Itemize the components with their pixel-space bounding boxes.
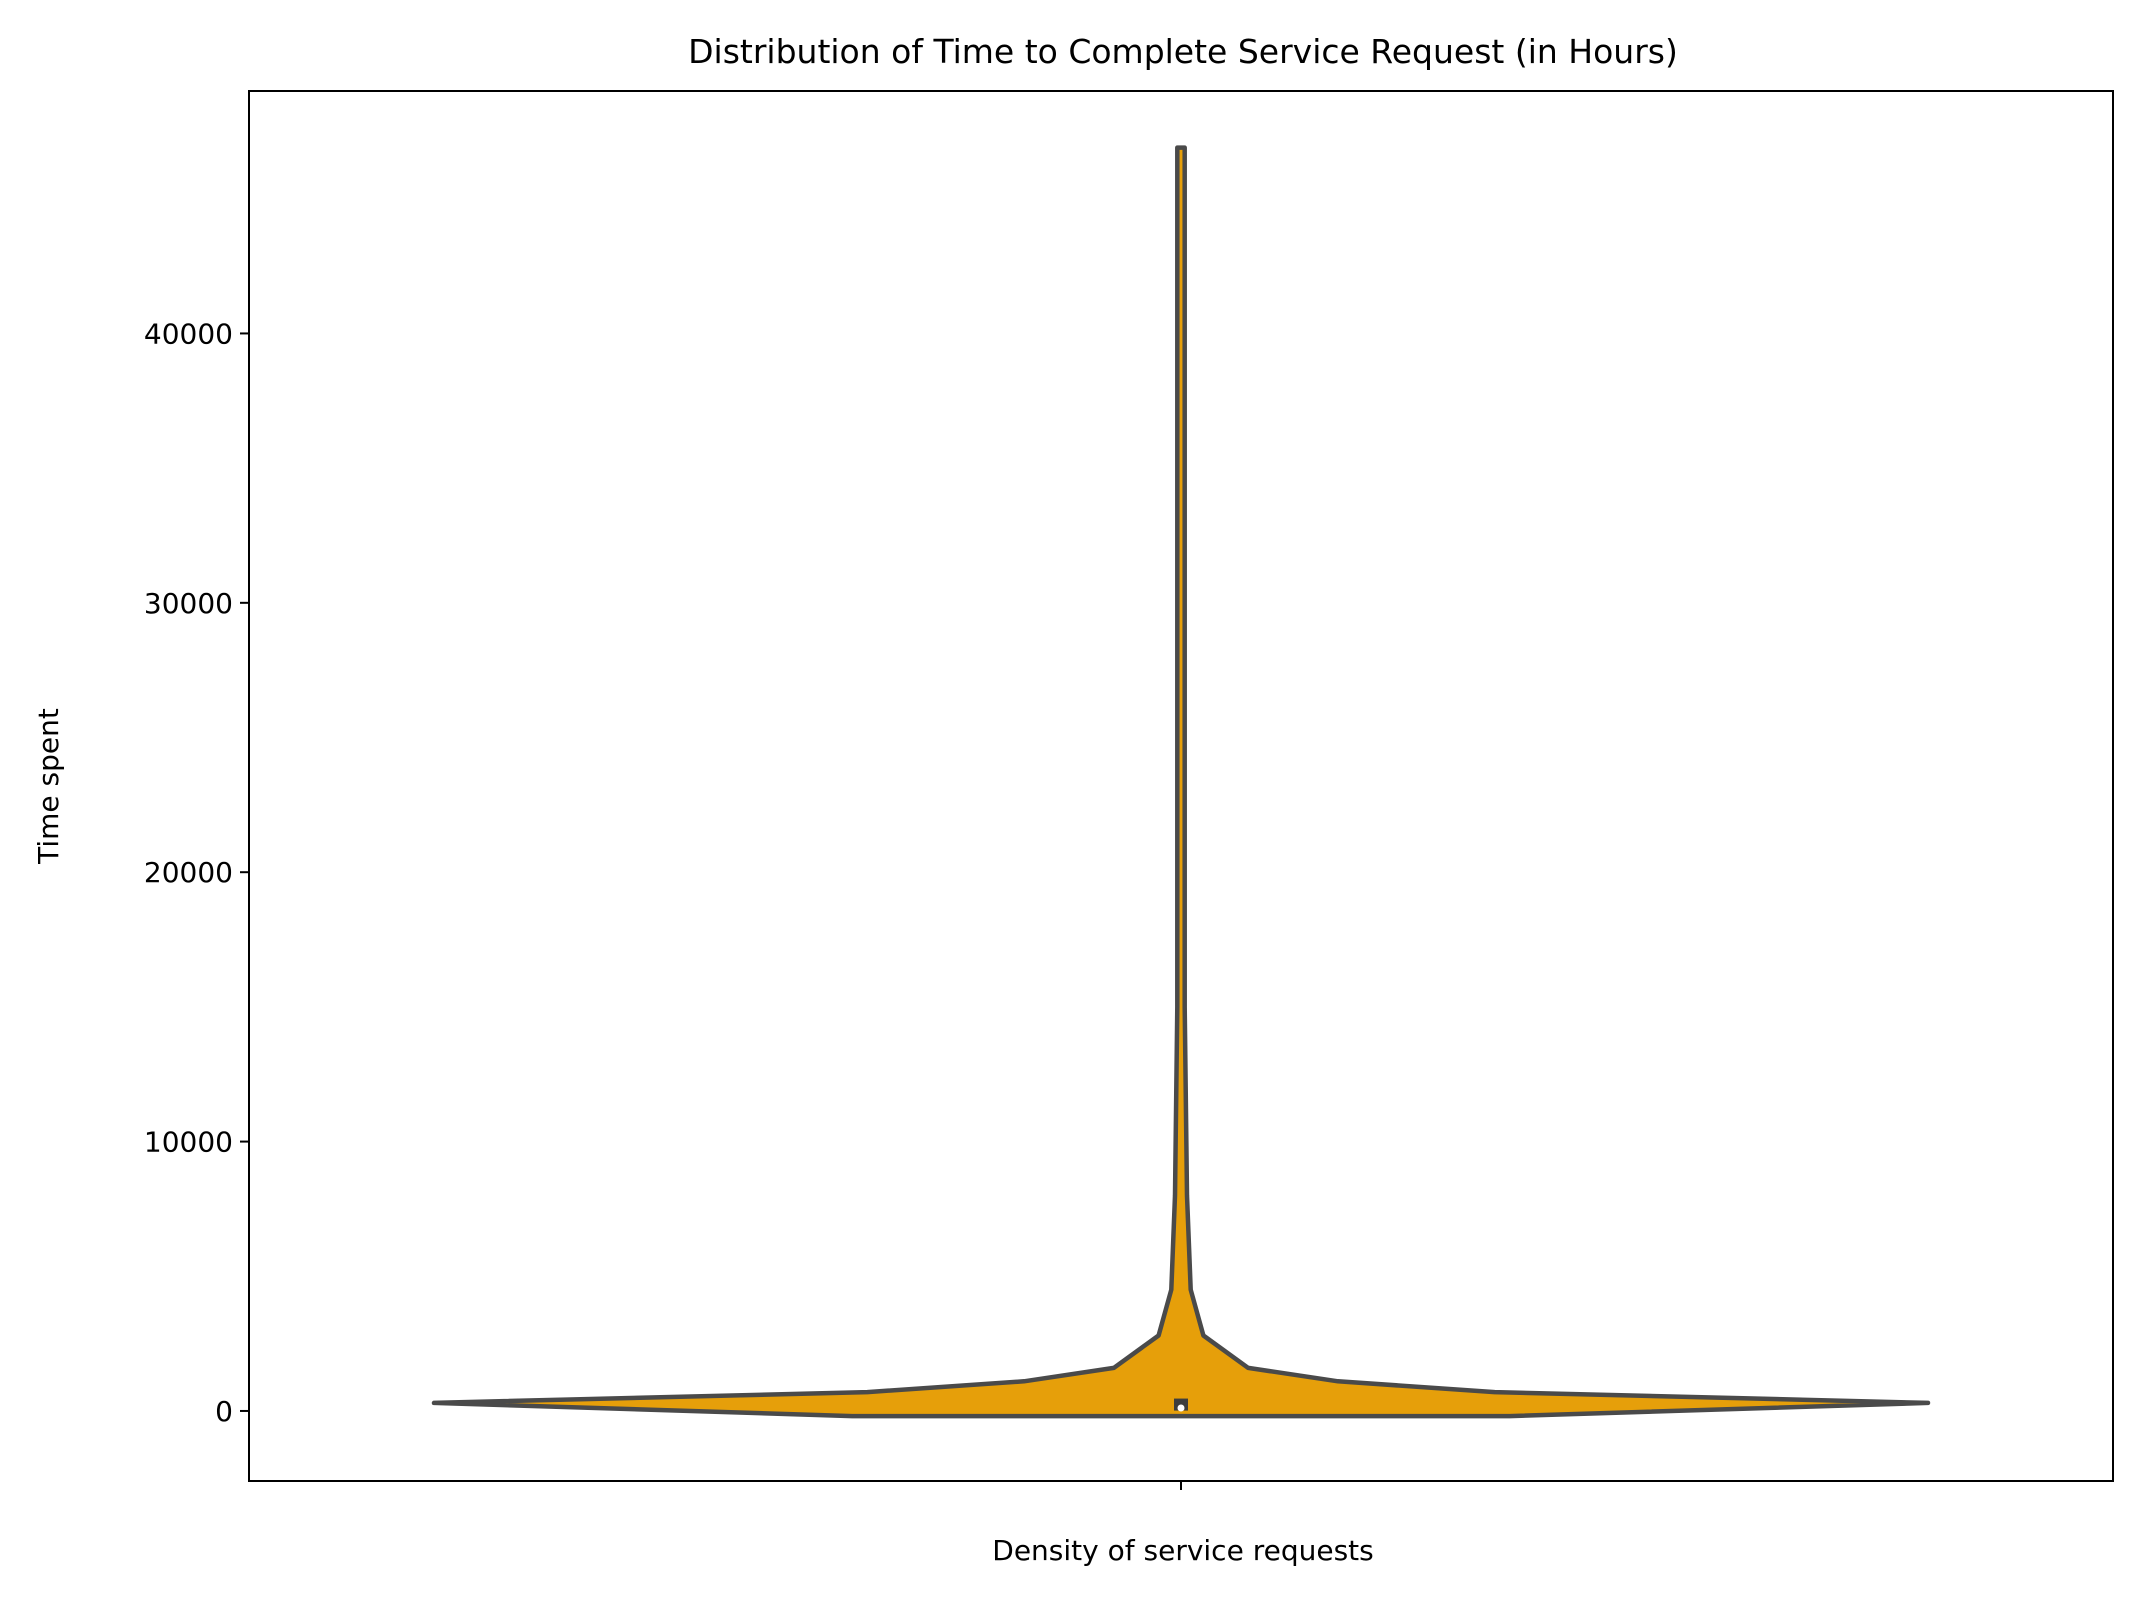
y-tick-label: 10000 xyxy=(144,1126,233,1159)
chart-title: Distribution of Time to Complete Service… xyxy=(688,32,1678,71)
y-axis: 0 10000 20000 30000 40000 xyxy=(144,317,249,1428)
violin-body xyxy=(431,145,1931,1419)
axes-frame xyxy=(248,90,2114,1482)
plot-area xyxy=(431,145,1931,1419)
x-axis-label: Density of service requests xyxy=(992,1534,1373,1567)
y-axis-label: Time spent xyxy=(32,708,65,865)
y-tick-label: 40000 xyxy=(144,317,233,350)
y-tick-label: 0 xyxy=(215,1395,233,1428)
y-tick-label: 20000 xyxy=(144,856,233,889)
violin-median-point xyxy=(1177,1404,1185,1412)
y-tick-label: 30000 xyxy=(144,587,233,620)
